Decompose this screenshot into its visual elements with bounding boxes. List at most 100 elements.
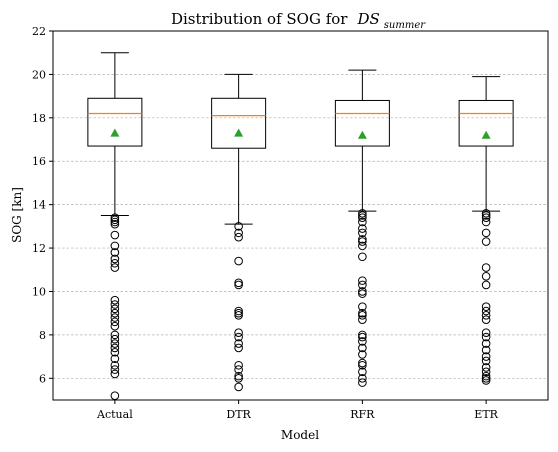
grid-lines bbox=[53, 30, 548, 379]
outlier-point bbox=[110, 219, 120, 229]
outlier-point bbox=[481, 228, 491, 238]
outlier-point bbox=[234, 360, 243, 370]
outlier-point bbox=[234, 365, 243, 374]
outlier-point bbox=[234, 373, 243, 383]
box-group-dtr bbox=[211, 73, 267, 392]
outlier-point bbox=[481, 367, 491, 377]
y-tick-label: 16 bbox=[32, 155, 46, 168]
outlier-point bbox=[358, 276, 367, 285]
outlier-point bbox=[234, 371, 243, 381]
box-iqr bbox=[87, 97, 143, 147]
outlier-point bbox=[234, 339, 243, 348]
outlier-point bbox=[481, 311, 491, 320]
box-group-etr bbox=[458, 76, 514, 385]
outlier-point bbox=[481, 271, 491, 281]
outlier-point bbox=[110, 365, 120, 374]
outlier-point bbox=[234, 382, 243, 392]
outlier-point bbox=[358, 287, 367, 296]
outlier-point bbox=[110, 391, 120, 400]
outlier-point bbox=[481, 332, 491, 342]
outlier-point bbox=[110, 308, 120, 318]
outlier-point bbox=[110, 258, 120, 268]
outlier-point bbox=[110, 254, 120, 264]
outlier-point bbox=[358, 289, 367, 298]
outlier-point bbox=[234, 222, 243, 231]
plot-frame bbox=[52, 30, 549, 401]
outlier-point bbox=[110, 317, 120, 327]
y-tick-label: 18 bbox=[32, 112, 46, 125]
outlier-point bbox=[481, 352, 491, 361]
outlier-point bbox=[110, 241, 120, 251]
outlier-point bbox=[358, 358, 367, 368]
mean-marker bbox=[110, 128, 120, 137]
plot-area bbox=[87, 52, 514, 400]
outlier-point bbox=[481, 328, 491, 338]
outlier-point bbox=[110, 369, 120, 379]
mean-marker bbox=[234, 128, 244, 137]
outlier-point bbox=[481, 371, 491, 381]
outlier-point bbox=[234, 343, 243, 353]
y-tick-label: 6 bbox=[39, 372, 46, 385]
outlier-point bbox=[110, 343, 120, 353]
outlier-point bbox=[110, 339, 120, 348]
outlier-point bbox=[481, 306, 491, 316]
outlier-point bbox=[110, 330, 120, 340]
outlier-point bbox=[110, 295, 120, 305]
outlier-point bbox=[358, 337, 367, 346]
y-tick-label: 12 bbox=[32, 242, 46, 255]
x-tick-label: RFR bbox=[350, 408, 375, 421]
outlier-point bbox=[110, 230, 120, 240]
outlier-point bbox=[110, 304, 120, 314]
box-group-actual bbox=[87, 52, 143, 400]
x-tick-label: ETR bbox=[474, 408, 498, 421]
outlier-point bbox=[234, 256, 243, 266]
outlier-point bbox=[110, 334, 120, 344]
outlier-point bbox=[481, 376, 491, 385]
chart-title: Distribution of SOG for DS summer bbox=[171, 10, 426, 31]
outlier-point bbox=[358, 228, 367, 238]
outlier-point bbox=[358, 217, 367, 227]
outlier-point bbox=[110, 213, 120, 222]
y-axis: 6 8 10 12 14 16 18 20 22 bbox=[32, 25, 53, 385]
outlier-point bbox=[358, 350, 367, 359]
outlier-point bbox=[358, 373, 367, 383]
outlier-point bbox=[358, 237, 367, 246]
y-tick-label: 14 bbox=[32, 199, 46, 212]
outlier-point bbox=[110, 263, 120, 272]
outlier-point bbox=[234, 332, 243, 342]
outlier-point bbox=[358, 308, 367, 318]
outlier-point bbox=[358, 332, 367, 342]
outlier-point bbox=[481, 315, 491, 324]
x-axis-label: Model bbox=[281, 428, 319, 442]
outlier-point bbox=[481, 280, 491, 290]
x-tick-label: DTR bbox=[226, 408, 251, 421]
outlier-point bbox=[481, 263, 491, 272]
mean-marker bbox=[357, 130, 367, 139]
outlier-point bbox=[234, 308, 243, 318]
outlier-point bbox=[110, 321, 120, 331]
outlier-point bbox=[234, 232, 243, 242]
y-axis-label: SOG [kn] bbox=[10, 187, 24, 243]
box-group-rfr bbox=[334, 69, 390, 387]
outlier-point bbox=[481, 237, 491, 246]
box-iqr bbox=[211, 97, 267, 149]
outlier-point bbox=[481, 217, 491, 227]
outlier-point bbox=[358, 224, 367, 233]
y-tick-label: 22 bbox=[32, 25, 46, 38]
y-tick-label: 20 bbox=[32, 68, 46, 81]
box-iqr bbox=[458, 99, 514, 147]
outlier-point bbox=[234, 311, 243, 320]
outlier-point bbox=[110, 313, 120, 322]
outlier-point bbox=[481, 209, 491, 218]
outlier-point bbox=[481, 339, 491, 348]
outlier-point bbox=[358, 209, 367, 218]
outlier-point bbox=[234, 228, 243, 238]
chart-title-math: DS bbox=[356, 10, 379, 28]
outlier-point bbox=[110, 360, 120, 370]
box-iqr bbox=[334, 99, 390, 147]
x-tick-label: Actual bbox=[96, 408, 133, 421]
outlier-point bbox=[234, 328, 243, 338]
outlier-point bbox=[234, 278, 243, 288]
outlier-point bbox=[358, 343, 367, 353]
